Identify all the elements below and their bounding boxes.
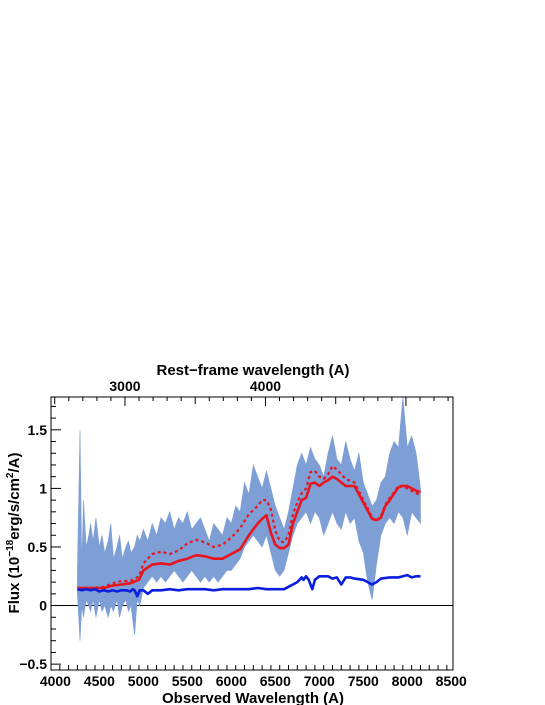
- y-tick-label: 0.5: [28, 539, 48, 555]
- y-tick-label: 1: [39, 480, 47, 496]
- top-tick-label: 3000: [109, 378, 140, 394]
- x-tick-label: 4500: [84, 673, 115, 689]
- top-tick-label: 4000: [250, 378, 281, 394]
- y-tick-label: 1.5: [28, 422, 48, 438]
- x-tick-label: 7500: [348, 673, 379, 689]
- x-tick-label: 6500: [260, 673, 291, 689]
- blue-model-line: [77, 573, 421, 598]
- y-tick-label: 0: [39, 598, 47, 614]
- y-axis-title-exponent-18: −18: [5, 539, 16, 556]
- observed-spectrum-band: [77, 397, 421, 641]
- plot-frame: [50, 396, 454, 671]
- x-tick-label: 5000: [128, 673, 159, 689]
- x-axis-title: Observed Wavelength (A): [162, 690, 344, 705]
- y-axis-title: Flux (10−18erg/s/cm2/A): [5, 453, 23, 614]
- x-tick-label: 6000: [216, 673, 247, 689]
- y-axis-title-main: Flux (10: [6, 557, 23, 614]
- y-tick-label: −0.5: [19, 656, 47, 672]
- y-axis-title-mid: erg/s/cm: [6, 478, 23, 540]
- x-tick-label: 5500: [172, 673, 203, 689]
- x-tick-label: 4000: [40, 673, 71, 689]
- x-tick-label: 8500: [436, 673, 467, 689]
- top-axis-title: Rest−frame wavelength (A): [157, 362, 350, 379]
- model-line-dotted: [77, 465, 422, 590]
- x-tick-label: 8000: [392, 673, 423, 689]
- y-axis-title-exponent-2: 2: [5, 472, 16, 478]
- x-tick-label: 7000: [304, 673, 335, 689]
- y-axis-title-end: /A): [6, 453, 23, 473]
